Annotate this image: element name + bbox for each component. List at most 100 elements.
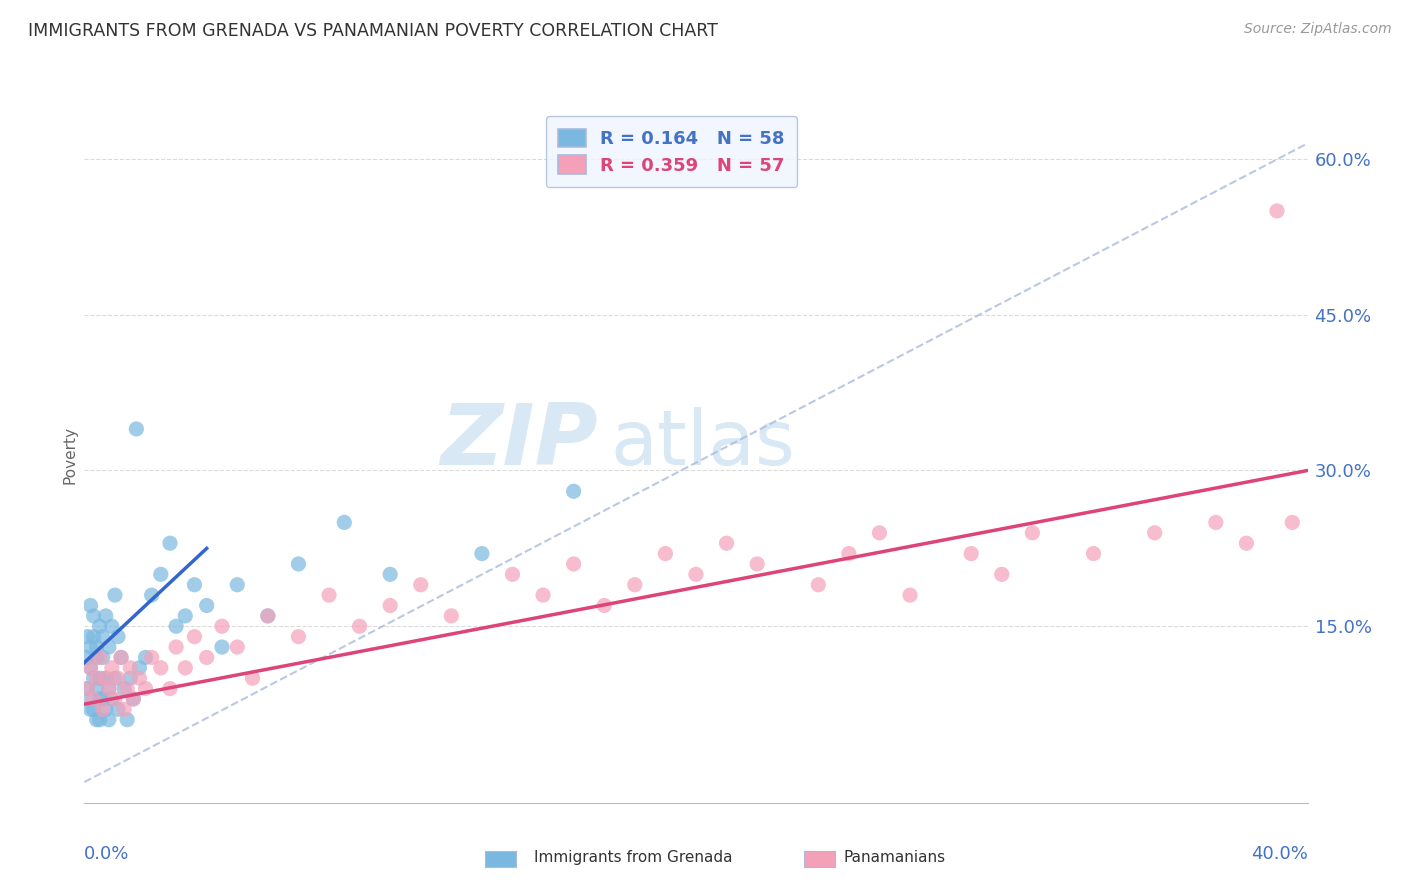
Point (183, 630, 205, 644)
Point (287, 557, 309, 571)
Point (79, 692, 101, 706)
Point (120, 661, 142, 675)
Point (159, 681, 181, 696)
Point (76, 630, 98, 644)
Text: Panamanians: Panamanians (844, 850, 946, 865)
Point (159, 536, 181, 550)
Point (593, 599, 616, 613)
Point (91, 630, 114, 644)
Text: Immigrants from Grenada: Immigrants from Grenada (534, 850, 733, 865)
Point (86, 650, 108, 665)
Point (531, 588, 554, 602)
Point (257, 608, 280, 623)
Point (107, 671, 129, 685)
Text: 0.0%: 0.0% (84, 845, 129, 863)
Point (89, 692, 111, 706)
Point (135, 681, 157, 696)
Point (502, 567, 524, 582)
Point (128, 661, 150, 675)
Point (409, 578, 432, 592)
Point (101, 692, 124, 706)
Point (135, 650, 157, 665)
Point (120, 671, 142, 685)
Point (471, 547, 494, 561)
Point (128, 671, 150, 685)
Legend: R = 0.164   N = 58, R = 0.359   N = 57: R = 0.164 N = 58, R = 0.359 N = 57 (546, 116, 797, 187)
Point (79, 702, 101, 716)
Point (1021, 525, 1043, 540)
Point (94, 671, 117, 685)
Point (333, 516, 356, 530)
Point (97, 713, 120, 727)
Point (165, 640, 187, 654)
Point (110, 650, 132, 665)
Point (112, 681, 135, 696)
Point (104, 588, 127, 602)
Point (380, 567, 402, 582)
Point (149, 567, 172, 582)
Point (107, 702, 129, 716)
Point (898, 588, 921, 602)
Point (101, 661, 124, 675)
Text: atlas: atlas (610, 408, 796, 482)
Point (226, 578, 249, 592)
Point (685, 567, 707, 582)
Point (89, 713, 111, 727)
Point (125, 422, 148, 436)
Point (91, 702, 114, 716)
Point (349, 619, 371, 633)
Point (149, 661, 172, 675)
Point (174, 661, 197, 675)
Point (91, 650, 114, 665)
Point (174, 608, 197, 623)
Point (716, 536, 738, 550)
Point (94, 671, 117, 685)
Point (101, 619, 124, 633)
Point (94, 608, 117, 623)
Point (122, 692, 145, 706)
Point (83, 608, 105, 623)
Point (79, 661, 101, 675)
Point (91, 692, 114, 706)
Text: ZIP: ZIP (440, 400, 598, 483)
Point (86, 713, 108, 727)
Point (115, 681, 138, 696)
Point (86, 681, 108, 696)
Point (654, 547, 676, 561)
Point (76, 681, 98, 696)
Point (104, 692, 127, 706)
Point (183, 578, 205, 592)
Point (226, 640, 249, 654)
Text: IMMIGRANTS FROM GRENADA VS PANAMANIAN POVERTY CORRELATION CHART: IMMIGRANTS FROM GRENADA VS PANAMANIAN PO… (28, 22, 718, 40)
Point (869, 525, 891, 540)
Point (89, 619, 111, 633)
Point (318, 588, 340, 602)
Point (141, 650, 163, 665)
Point (211, 640, 233, 654)
Point (110, 650, 132, 665)
Point (79, 640, 101, 654)
Point (89, 671, 111, 685)
Point (83, 671, 105, 685)
Point (89, 650, 111, 665)
Point (122, 692, 145, 706)
Point (104, 671, 127, 685)
Point (287, 630, 309, 644)
Point (747, 557, 769, 571)
Point (76, 650, 98, 665)
Point (257, 608, 280, 623)
Point (86, 640, 108, 654)
Point (83, 702, 105, 716)
Point (1265, 203, 1288, 218)
Point (242, 671, 264, 685)
Point (97, 681, 120, 696)
Point (83, 692, 105, 706)
Point (83, 630, 105, 644)
Point (97, 681, 120, 696)
Point (380, 599, 402, 613)
Point (1281, 516, 1303, 530)
Point (211, 619, 233, 633)
Point (86, 671, 108, 685)
Point (112, 702, 135, 716)
Point (440, 608, 463, 623)
